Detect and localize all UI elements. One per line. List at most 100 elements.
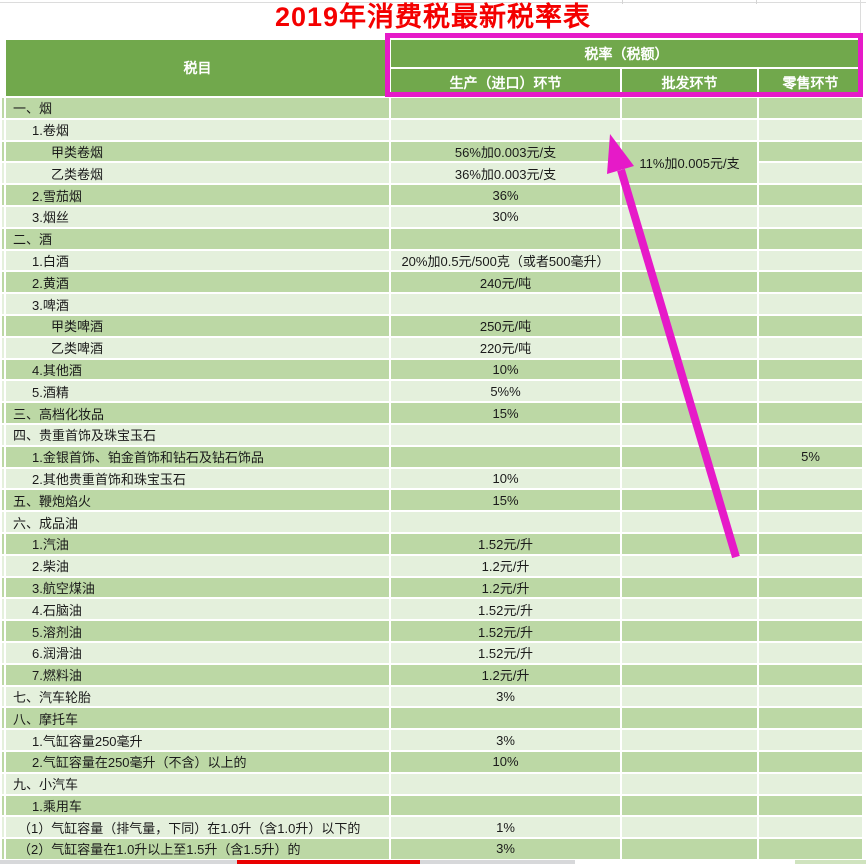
table-row: 4.石脑油 1.52元/升 [0,597,865,622]
table-row: 三、高档化妆品 15% [0,401,865,425]
tax-item-cell: 2.其他贵重首饰和珠宝玉石 [4,466,391,491]
left-gutter-cell [0,619,6,643]
page-title: 2019年消费税最新税率表 [274,2,592,32]
left-gutter-cell [0,117,6,142]
tax-item-cell: 2.柴油 [4,553,391,578]
retail-rate-cell [756,248,865,273]
retail-rate-cell [756,466,865,491]
retail-rate-cell [756,313,865,338]
retail-rate-cell [756,837,865,861]
tax-item-cell: （2）气缸容量在1.0升以上至1.5升（含1.5升）的 [4,837,391,861]
left-gutter-cell [0,815,6,840]
tax-item-cell: 1.汽油 [4,531,391,556]
tax-item-cell: 1.乘用车 [4,793,391,818]
left-gutter-cell [0,531,6,556]
tax-item-cell: 2.气缸容量在250毫升（不含）以上的 [4,749,391,774]
tax-item-cell: 八、摩托车 [4,706,391,731]
table-row: 八、摩托车 [0,706,865,731]
retail-rate-cell [756,139,865,164]
tax-item-cell: 3.啤酒 [4,292,391,316]
production-rate-cell: 3% [389,837,622,861]
wholesale-rate-cell [620,488,759,513]
tax-item-cell: 六、成品油 [4,510,391,534]
table-row: 甲类啤酒 250元/吨 [0,313,865,338]
wholesale-rate-cell [620,313,759,338]
wholesale-rate-cell [620,793,759,818]
wholesale-rate-cell [620,706,759,731]
tax-item-cell: 乙类卷烟 [4,161,391,186]
wholesale-rate-cell [620,335,759,360]
top-gridline-horizontal [0,2,866,3]
wholesale-rate-cell [620,837,759,861]
table-row: 二、酒 [0,226,865,251]
retail-rate-cell [756,292,865,316]
retail-rate-cell: 5% [756,444,865,469]
production-rate-cell: 10% [389,466,622,491]
retail-rate-cell [756,357,865,382]
left-gutter-cell [0,706,6,731]
wholesale-rate-cell [620,292,759,316]
left-gutter-cell [0,553,6,578]
wholesale-rate-cell [620,619,759,643]
table-row: （1）气缸容量（排气量，下同）在1.0升（含1.0升）以下的 1% [0,815,865,840]
tax-rate-table: 税目 税率（税额） 生产（进口）环节 批发环节 零售环节 一、烟 1.卷烟 甲类卷烟… [0,38,865,861]
retail-rate-cell [756,771,865,796]
wholesale-rate-cell [620,183,759,207]
tax-item-cell: 3.烟丝 [4,204,391,229]
retail-rate-cell [756,422,865,447]
production-rate-cell [389,793,622,818]
retail-rate-cell [756,662,865,687]
table-row: 3.航空煤油 1.2元/升 [0,575,865,600]
left-gutter-cell [0,793,6,818]
production-rate-cell: 3% [389,684,622,709]
table-row: 2.气缸容量在250毫升（不含）以上的 10% [0,749,865,774]
tax-item-cell: 1.卷烟 [4,117,391,142]
tax-item-cell: 三、高档化妆品 [4,401,391,425]
table-row: 4.其他酒 10% [0,357,865,382]
wholesale-rate-cell [620,117,759,142]
wholesale-rate-cell [620,510,759,534]
retail-rate-cell [756,117,865,142]
production-rate-cell: 1% [389,815,622,840]
table-row: （2）气缸容量在1.0升以上至1.5升（含1.5升）的 3% [0,837,865,861]
left-gutter-cell [0,771,6,796]
table-row: 3.烟丝 30% [0,204,865,229]
table-row: 5.酒精 5%% [0,379,865,404]
wholesale-rate-cell [620,749,759,774]
production-rate-cell: 250元/吨 [389,313,622,338]
left-gutter-cell [0,728,6,752]
retail-rate-cell [756,270,865,295]
table-row: 一、烟 [0,96,865,120]
production-rate-cell: 15% [389,488,622,513]
header-col-retail: 零售环节 [756,67,865,98]
retail-rate-cell [756,706,865,731]
wholesale-rate-cell [620,531,759,556]
production-rate-cell: 10% [389,749,622,774]
tax-item-cell: （1）气缸容量（排气量，下同）在1.0升（含1.0升）以下的 [4,815,391,840]
tax-item-cell: 七、汽车轮胎 [4,684,391,709]
table-body: 一、烟 1.卷烟 甲类卷烟 56%加0.003元/支 11%加0.005元/支 乙类卷烟 3… [0,96,865,861]
table-row: 1.白酒 20%加0.5元/500克（或者500毫升） [0,248,865,273]
left-gutter-cell [0,357,6,382]
wholesale-rate-cell [620,728,759,752]
production-rate-cell: 1.2元/升 [389,662,622,687]
left-gutter-cell [0,248,6,273]
left-gutter-cell [0,510,6,534]
cutoff-segment [795,860,866,864]
retail-rate-cell [756,226,865,251]
retail-rate-cell [756,401,865,425]
production-rate-cell [389,96,622,120]
cutoff-segment [575,860,795,864]
left-gutter-cell [0,204,6,229]
tax-item-cell: 5.酒精 [4,379,391,404]
production-rate-cell [389,226,622,251]
left-gutter-cell [0,226,6,251]
wholesale-rate-cell [620,771,759,796]
retail-rate-cell [756,815,865,840]
tax-item-cell: 1.金银首饰、铂金首饰和钻石及钻石饰品 [4,444,391,469]
left-gutter-cell [0,292,6,316]
retail-rate-cell [756,379,865,404]
production-rate-cell: 10% [389,357,622,382]
retail-rate-cell [756,183,865,207]
